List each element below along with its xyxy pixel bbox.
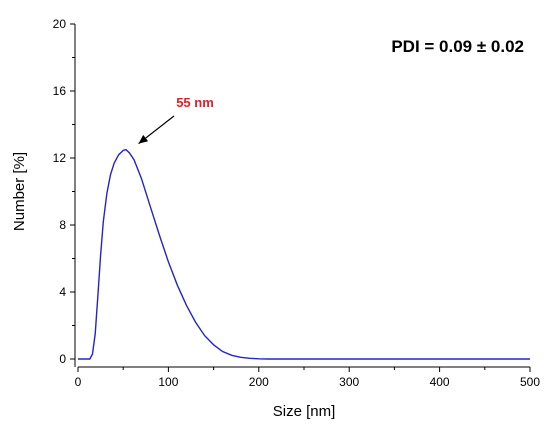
y-axis-title: Number [%] xyxy=(11,152,28,231)
x-axis-title: Size [nm] xyxy=(273,403,336,420)
x-tick-label: 100 xyxy=(158,375,178,389)
x-tick-label: 300 xyxy=(339,375,359,389)
y-tick-label: 8 xyxy=(59,218,66,232)
x-tick-label: 200 xyxy=(249,375,269,389)
y-ticks: 0 4 8 12 16 20 xyxy=(53,17,75,366)
x-tick-label: 500 xyxy=(520,375,540,389)
peak-arrow xyxy=(138,115,175,145)
distribution-curve xyxy=(78,148,530,360)
y-tick-label: 12 xyxy=(53,151,67,165)
y-tick-label: 0 xyxy=(59,352,66,366)
peak-annotation: 55 nm xyxy=(176,95,214,110)
x-ticks: 0 100 200 300 400 500 xyxy=(75,367,540,389)
y-tick-label: 16 xyxy=(53,84,67,98)
pdi-annotation: PDI = 0.09 ± 0.02 xyxy=(391,37,524,56)
y-tick-label: 4 xyxy=(59,285,66,299)
x-tick-label: 0 xyxy=(75,375,82,389)
x-tick-label: 400 xyxy=(430,375,450,389)
y-tick-label: 20 xyxy=(53,17,67,31)
axes xyxy=(74,24,530,368)
